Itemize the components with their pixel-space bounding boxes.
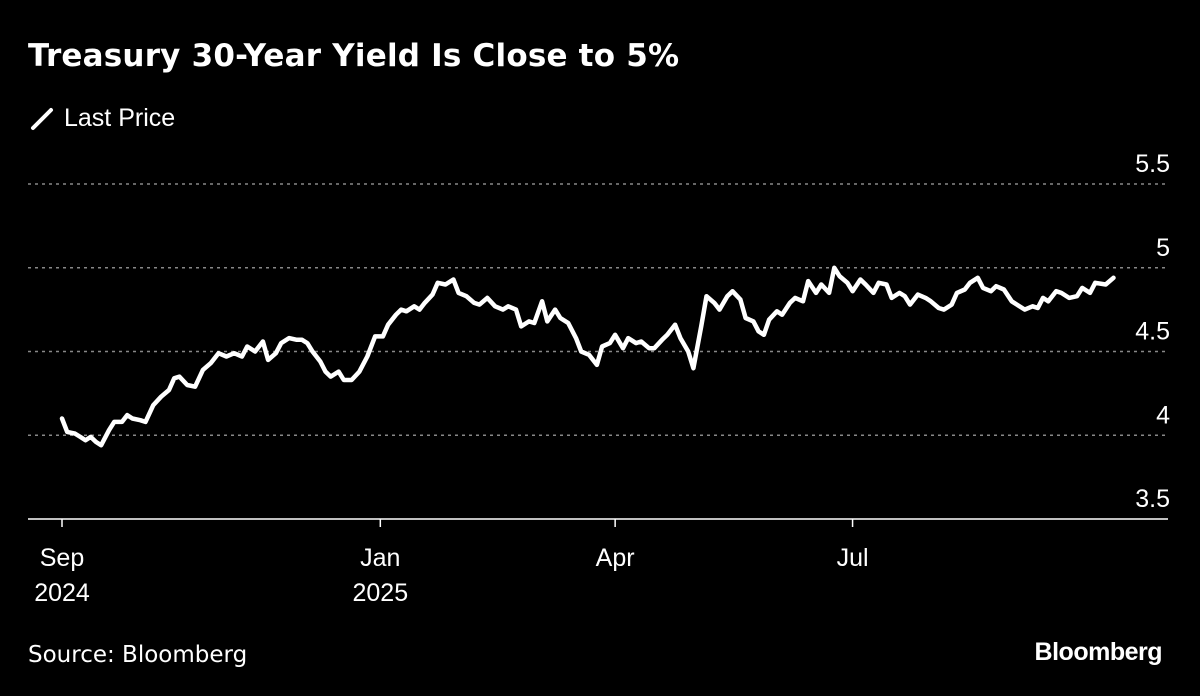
legend: Last Price (30, 104, 175, 133)
y-tick-label: 5 (1156, 234, 1170, 262)
chart-title: Treasury 30-Year Yield Is Close to 5% (28, 38, 680, 74)
legend-label: Last Price (64, 104, 176, 132)
series-layer (59, 265, 1116, 448)
x-tick-label: 2024 (34, 579, 90, 607)
x-tick-label: Jul (837, 544, 869, 572)
grid-lines (28, 183, 1168, 436)
x-axis (28, 518, 1168, 527)
y-tick-label: 5.5 (1135, 150, 1170, 178)
y-tick-label: 4 (1156, 401, 1170, 429)
series-line-last-price (59, 265, 1116, 448)
x-tick-label: 2025 (353, 579, 409, 607)
source-note: Source: Bloomberg (28, 642, 248, 668)
brand-logo: Bloomberg (1034, 638, 1163, 666)
x-tick-label: Jan (360, 544, 400, 572)
legend-line-icon (31, 107, 53, 130)
y-tick-label: 4.5 (1135, 318, 1170, 346)
x-tick-label: Sep (40, 544, 84, 572)
x-tick-label: Apr (596, 544, 635, 572)
tick-labels: 3.5 4 4.5 5 5.5 Sep 2024 Jan 2025 Apr Jul (34, 150, 1170, 607)
y-tick-label: 3.5 (1135, 485, 1170, 513)
